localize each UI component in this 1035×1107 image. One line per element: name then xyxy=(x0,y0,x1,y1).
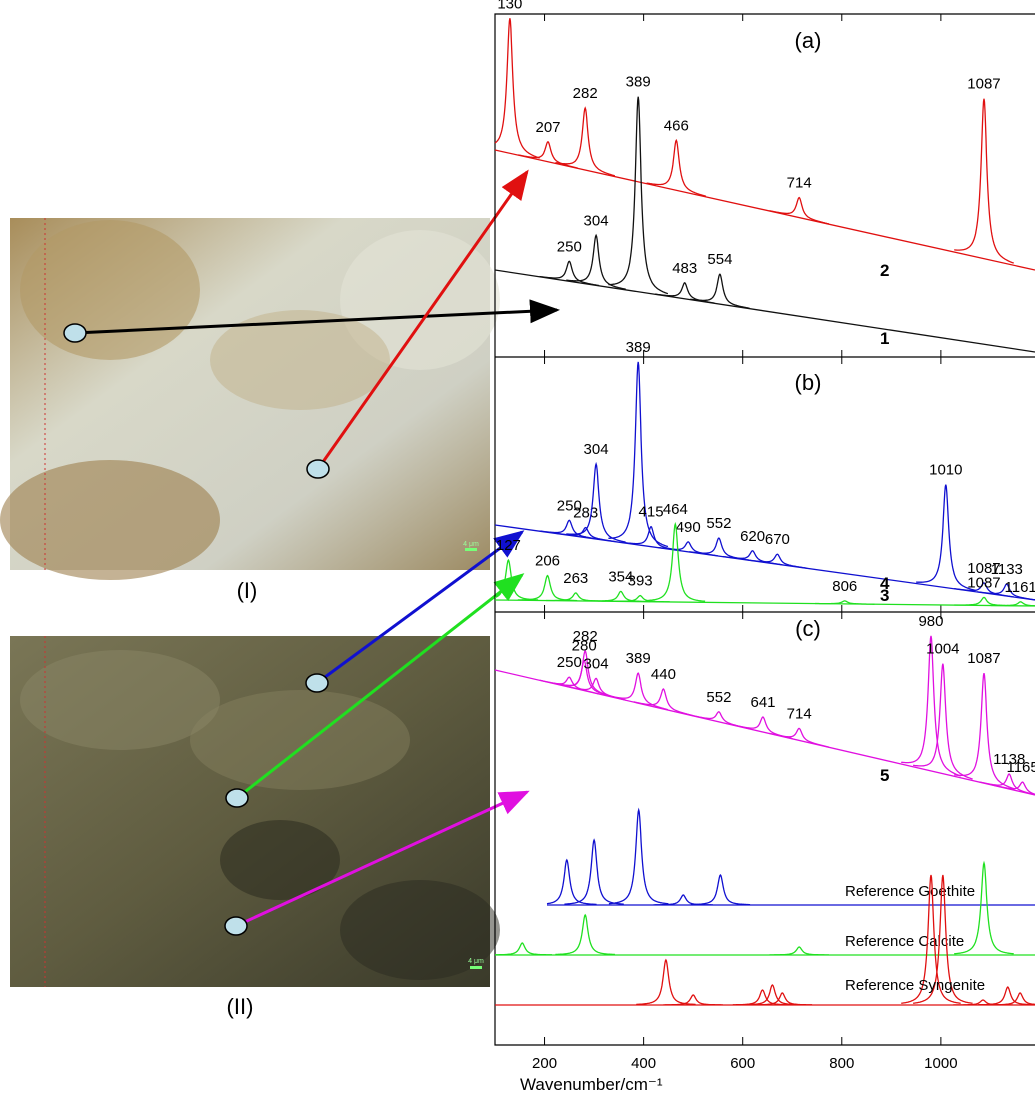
peak-label: 1165 xyxy=(1006,759,1035,776)
peak-label: 389 xyxy=(626,339,651,356)
peak-label: 1161 xyxy=(1005,579,1035,596)
peak-label: 207 xyxy=(535,119,560,136)
peak xyxy=(723,551,782,565)
peak-label: 552 xyxy=(706,689,731,706)
peak xyxy=(770,198,829,224)
peak-label: 1087 xyxy=(967,76,1000,93)
x-tick-label: 600 xyxy=(730,1055,755,1072)
peak xyxy=(659,542,718,556)
peak-label: 283 xyxy=(573,505,598,522)
peak xyxy=(647,140,706,196)
peak xyxy=(770,947,829,955)
peak xyxy=(555,915,615,955)
peak-label: 440 xyxy=(651,666,676,683)
peak-label: 304 xyxy=(584,212,609,229)
peak-label: 415 xyxy=(639,504,664,521)
peak xyxy=(495,943,552,955)
peak-label: 280 xyxy=(572,638,597,655)
peak-label: 714 xyxy=(787,705,812,722)
peak-label: 127 xyxy=(496,537,521,554)
peak xyxy=(690,274,749,308)
peak-label: 464 xyxy=(663,501,688,518)
peak xyxy=(954,673,1014,788)
peak-label: 554 xyxy=(707,251,732,268)
peak xyxy=(495,18,540,158)
peak-label: 714 xyxy=(787,175,812,192)
series-name: Reference Goethite xyxy=(845,883,975,900)
series-name: 3 xyxy=(880,586,889,605)
peak-label: 1087 xyxy=(967,650,1000,667)
peak xyxy=(954,597,1014,605)
peak xyxy=(743,985,803,1005)
peak-label: 670 xyxy=(765,531,790,548)
peak-label: 389 xyxy=(626,74,651,91)
baseline xyxy=(495,270,1035,352)
peak xyxy=(954,99,1014,263)
photo-label: (I) xyxy=(237,578,258,603)
x-tick-label: 400 xyxy=(631,1055,656,1072)
panel-label: (a) xyxy=(795,28,822,53)
peak-label: 641 xyxy=(751,694,776,711)
peak-label: 1010 xyxy=(929,462,962,479)
peak-label: 806 xyxy=(832,578,857,595)
peak-label: 304 xyxy=(584,655,609,672)
peak-label: 552 xyxy=(706,515,731,532)
series-name: 5 xyxy=(880,766,889,785)
series-name: Reference Syngenite xyxy=(845,977,985,994)
scale-label: 4 μm xyxy=(468,958,484,965)
peak xyxy=(540,520,599,539)
series-name: 1 xyxy=(880,329,889,348)
peak-label: 490 xyxy=(676,519,701,536)
peak-label: 282 xyxy=(573,85,598,102)
peak-label: 620 xyxy=(740,528,765,545)
peak xyxy=(608,97,668,294)
scale-label: 4 μm xyxy=(463,541,479,548)
peak xyxy=(609,810,669,904)
peak-label: 483 xyxy=(672,260,697,277)
peak xyxy=(991,602,1035,606)
peak-label: 304 xyxy=(584,441,609,458)
panel-label: (b) xyxy=(795,370,822,395)
peak-label: 980 xyxy=(918,613,943,630)
peak-label: 466 xyxy=(664,117,689,134)
x-tick-label: 1000 xyxy=(924,1055,957,1072)
peak-label: 389 xyxy=(626,650,651,667)
peak-label: 130 xyxy=(497,0,522,12)
peak xyxy=(636,960,695,1004)
x-tick-label: 800 xyxy=(829,1055,854,1072)
peak-label: 1087 xyxy=(967,574,1000,591)
x-tick-label: 200 xyxy=(532,1055,557,1072)
peak xyxy=(663,995,723,1005)
peak xyxy=(770,728,829,747)
peak-label: 250 xyxy=(557,654,582,671)
peak-label: 1004 xyxy=(926,641,959,658)
peak-label: 250 xyxy=(557,238,582,255)
peak-label: 263 xyxy=(563,570,588,587)
figure: (I) (II) 4 μm 4 μm Wavenumber/cm⁻¹ 200 40… xyxy=(0,0,1035,1102)
peak-label: 206 xyxy=(535,553,560,570)
panel-label: (c) xyxy=(795,616,821,641)
photo-ii xyxy=(10,636,500,987)
photo-i xyxy=(0,218,500,580)
x-axis-label: Wavenumber/cm⁻¹ xyxy=(520,1075,663,1094)
series-name: 2 xyxy=(880,261,889,280)
photo-label: (II) xyxy=(227,994,254,1019)
peak xyxy=(691,875,750,905)
peak-label: 393 xyxy=(628,573,653,590)
